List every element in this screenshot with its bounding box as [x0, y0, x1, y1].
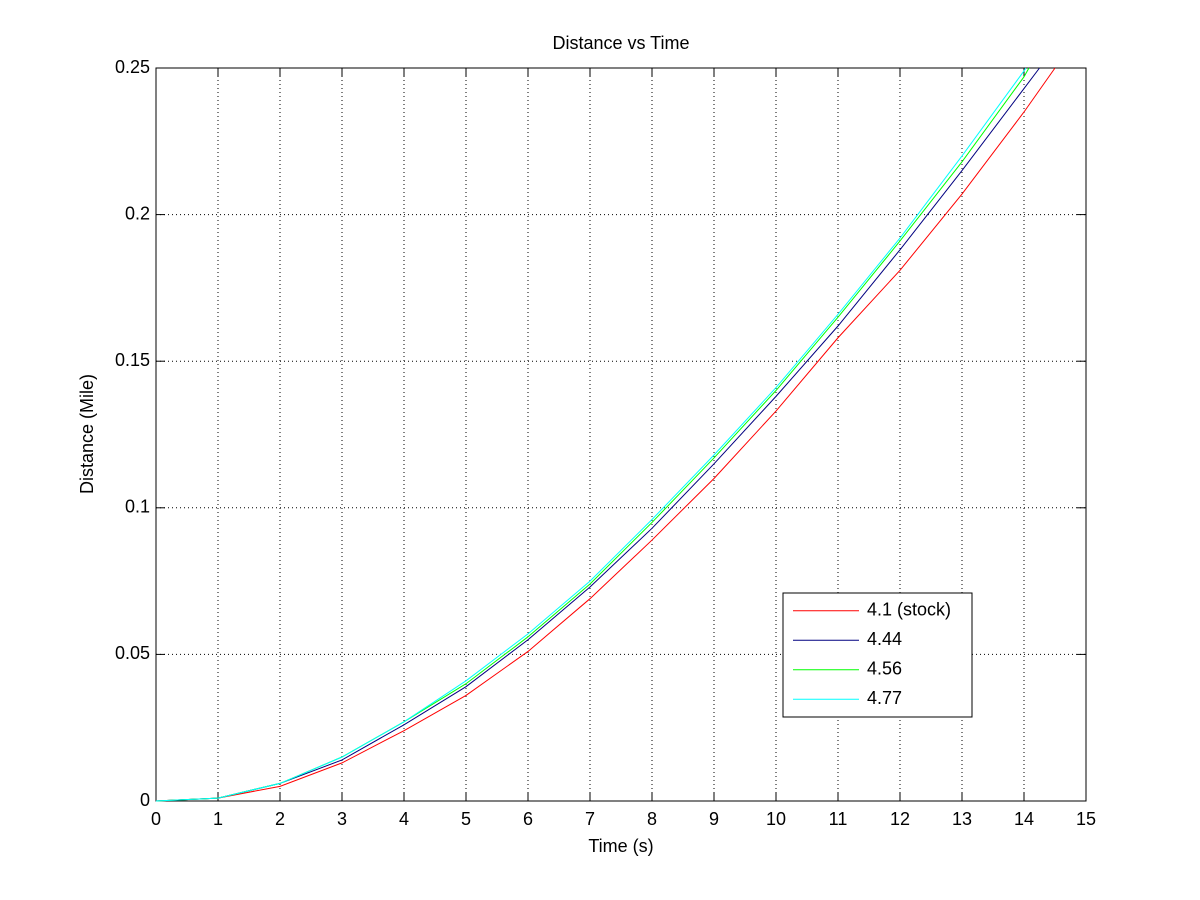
x-tick-label: 14: [1014, 809, 1034, 829]
x-axis-label: Time (s): [588, 836, 653, 856]
legend-label: 4.77: [867, 688, 902, 708]
x-tick-label: 15: [1076, 809, 1096, 829]
x-tick-label: 5: [461, 809, 471, 829]
series-line: [155, 67, 1040, 802]
series-line: [155, 67, 1056, 802]
y-tick-label: 0.25: [115, 57, 150, 77]
y-axis-label: Distance (Mile): [77, 374, 97, 494]
x-tick-label: 7: [585, 809, 595, 829]
series-line: [155, 67, 1027, 802]
legend-box: [782, 592, 973, 718]
y-tick-label: 0.1: [125, 497, 150, 517]
x-tick-label: 3: [337, 809, 347, 829]
x-tick-label: 0: [151, 809, 161, 829]
x-tick-label: 11: [829, 809, 848, 829]
y-tick-label: 0.05: [115, 643, 150, 663]
legend-label: 4.44: [867, 629, 902, 649]
x-tick-label: 4: [399, 809, 409, 829]
chart-title: Distance vs Time: [552, 33, 689, 53]
x-tick-label: 13: [952, 809, 972, 829]
y-tick-label: 0.15: [115, 350, 150, 370]
y-tick-label: 0: [140, 790, 150, 810]
legend-label: 4.1 (stock): [867, 600, 951, 620]
x-tick-label: 12: [890, 809, 910, 829]
x-tick-label: 8: [647, 809, 657, 829]
legend-label: 4.56: [867, 659, 902, 679]
x-tick-label: 9: [709, 809, 719, 829]
plot-frame: [155, 67, 1087, 802]
x-tick-label: 2: [275, 809, 285, 829]
y-tick-label: 0.2: [125, 203, 150, 223]
x-tick-label: 6: [523, 809, 533, 829]
x-tick-label: 10: [766, 809, 786, 829]
x-tick-label: 1: [213, 809, 223, 829]
